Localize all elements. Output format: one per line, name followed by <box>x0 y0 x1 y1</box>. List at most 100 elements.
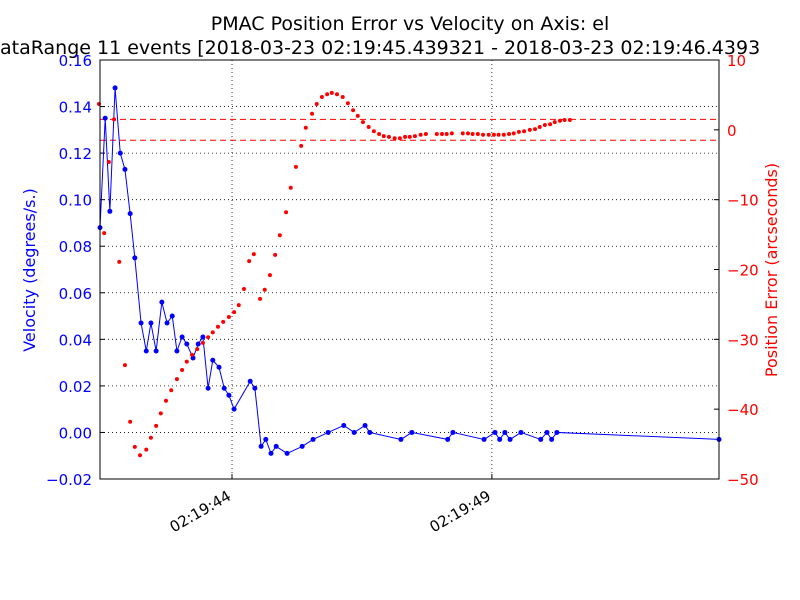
chart-subtitle: ataRange 11 events [2018-03-23 02:19:45.… <box>0 37 760 59</box>
data-point <box>221 385 227 391</box>
data-point <box>127 211 133 217</box>
data-point <box>138 320 144 326</box>
data-point <box>174 377 179 382</box>
data-point <box>511 131 516 136</box>
data-point <box>449 131 454 136</box>
y-tick-label: 0.04 <box>59 331 92 349</box>
data-point <box>386 134 391 139</box>
data-point <box>460 131 465 136</box>
data-point <box>562 118 567 123</box>
data-point <box>507 436 513 442</box>
data-point <box>412 134 417 139</box>
data-point <box>518 429 524 435</box>
data-point <box>465 131 470 136</box>
data-point <box>132 255 138 261</box>
y2-axis-label: Position Error (arcseconds) <box>762 163 781 377</box>
data-point <box>158 411 163 416</box>
data-point <box>481 436 487 442</box>
plot-frame <box>99 59 720 480</box>
data-point <box>190 355 196 361</box>
data-point <box>507 132 512 137</box>
data-point <box>299 443 305 449</box>
data-point <box>148 320 154 326</box>
data-point <box>247 259 252 264</box>
data-point <box>189 352 194 357</box>
data-point <box>169 313 175 319</box>
data-point <box>398 436 404 442</box>
data-point <box>112 85 118 91</box>
data-point <box>288 185 293 190</box>
data-point <box>475 132 480 137</box>
data-point <box>377 132 382 137</box>
data-point <box>268 450 274 456</box>
data-point <box>445 436 451 442</box>
data-point <box>122 363 127 368</box>
data-point <box>522 129 527 134</box>
data-point <box>544 429 550 435</box>
data-point <box>195 347 200 352</box>
data-point <box>381 134 386 139</box>
data-point <box>439 132 444 137</box>
data-point <box>325 429 331 435</box>
y2-tick-label: −20 <box>727 262 759 280</box>
data-point <box>538 436 544 442</box>
data-point <box>205 385 211 391</box>
data-point <box>231 406 237 412</box>
data-point <box>450 429 456 435</box>
data-point <box>403 134 408 139</box>
data-point <box>180 368 185 373</box>
data-point <box>195 341 201 347</box>
data-point <box>314 101 319 106</box>
data-point <box>516 129 521 134</box>
data-point <box>470 132 475 137</box>
data-point <box>226 314 231 319</box>
data-point <box>434 132 439 137</box>
data-point <box>319 95 324 100</box>
data-point <box>164 398 169 403</box>
data-point <box>164 320 170 326</box>
data-point <box>486 132 491 137</box>
data-point <box>251 252 256 257</box>
data-point <box>418 132 423 137</box>
data-point <box>533 127 538 132</box>
data-point <box>340 95 345 100</box>
data-point <box>527 127 532 132</box>
data-point <box>184 341 190 347</box>
y-tick-label: 0.00 <box>59 424 92 442</box>
data-point <box>216 364 222 370</box>
data-point <box>210 357 216 363</box>
data-point <box>371 129 376 134</box>
data-point <box>362 422 368 428</box>
data-point <box>267 273 272 278</box>
data-point <box>106 159 111 164</box>
data-point <box>557 118 562 123</box>
y2-tick-label: −40 <box>727 401 759 419</box>
data-point <box>310 436 316 442</box>
data-point <box>138 453 143 458</box>
data-point <box>263 436 269 442</box>
data-point <box>409 429 415 435</box>
y-axis-label: Velocity (degrees/s.) <box>20 188 39 352</box>
y-tick-label: 0.14 <box>59 99 92 117</box>
y-tick-label: 0.12 <box>59 145 92 163</box>
data-point <box>548 122 553 127</box>
data-point <box>325 92 330 97</box>
data-point <box>542 122 547 127</box>
y2-tick-label: 0 <box>727 122 737 140</box>
data-point <box>241 287 246 292</box>
data-point <box>351 108 356 113</box>
data-point <box>132 444 137 449</box>
data-point <box>299 143 304 148</box>
data-point <box>491 132 496 137</box>
y-tick-label: 0.06 <box>59 285 92 303</box>
x-tick-label: 02:19:49 <box>427 487 494 536</box>
y-tick-label: 0.02 <box>59 378 92 396</box>
data-point <box>174 348 180 354</box>
data-point <box>232 310 237 315</box>
data-point <box>481 132 486 137</box>
data-point <box>102 231 107 236</box>
data-point <box>303 125 308 130</box>
data-point <box>144 447 149 452</box>
data-point <box>501 132 506 137</box>
